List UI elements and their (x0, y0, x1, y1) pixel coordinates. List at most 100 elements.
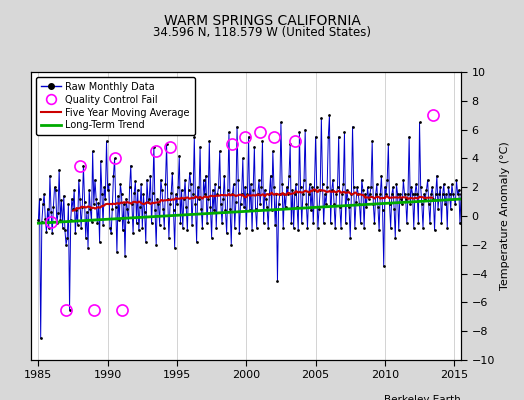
Point (121, 253, 129, 260)
Point (153, 196, 161, 202)
Point (421, 196, 430, 202)
Point (202, 172, 210, 179)
Point (447, 181, 456, 188)
Point (435, 191, 443, 198)
Point (91, 177, 99, 183)
Point (73, 222, 82, 228)
Point (279, 224, 288, 231)
Point (233, 124, 241, 130)
Point (456, 220, 464, 226)
Point (145, 196, 154, 202)
Point (39, 201, 47, 208)
Point (37, 335, 45, 342)
Point (131, 178, 139, 185)
Point (377, 172, 386, 179)
Point (282, 184, 291, 190)
Point (310, 187, 319, 193)
Point (170, 244, 179, 251)
Point (401, 196, 410, 202)
Point (259, 220, 268, 226)
Point (217, 201, 225, 208)
Point (406, 201, 414, 208)
Point (62, 242, 70, 248)
Point (117, 191, 126, 198)
Point (136, 204, 144, 210)
Point (60, 193, 68, 199)
Point (76, 196, 84, 202)
Point (283, 191, 292, 198)
Point (94, 200, 103, 206)
Point (183, 227, 192, 234)
Point (95, 239, 104, 245)
Point (244, 134, 253, 140)
Point (359, 187, 367, 193)
Point (157, 177, 165, 183)
Point (230, 181, 238, 188)
Point (366, 191, 374, 198)
Point (452, 177, 461, 183)
Point (172, 191, 180, 198)
Point (408, 191, 417, 198)
Point (68, 196, 76, 202)
Point (93, 220, 102, 226)
Point (66, 306, 74, 313)
Point (389, 184, 397, 190)
Point (191, 201, 200, 208)
Point (179, 224, 187, 231)
Point (50, 184, 59, 190)
Point (418, 201, 426, 208)
Point (425, 220, 434, 226)
Point (252, 206, 260, 212)
Point (61, 227, 69, 234)
Point (135, 227, 143, 234)
Point (114, 193, 122, 199)
Point (453, 191, 462, 198)
Point (56, 217, 64, 224)
Point (147, 220, 156, 226)
Point (440, 181, 448, 188)
Point (446, 206, 455, 212)
Point (110, 172, 118, 179)
Point (119, 201, 128, 208)
Point (321, 191, 329, 198)
Point (459, 201, 467, 208)
Point (241, 184, 249, 190)
Point (234, 177, 243, 183)
Point (130, 190, 138, 196)
Point (281, 204, 290, 210)
Point (97, 191, 106, 198)
Point (347, 191, 356, 198)
Point (107, 230, 115, 236)
Point (345, 204, 353, 210)
Point (272, 191, 280, 198)
Point (346, 234, 354, 241)
Point (101, 196, 110, 202)
Point (368, 138, 376, 144)
Point (214, 184, 223, 190)
Point (450, 196, 458, 202)
Point (451, 201, 460, 208)
Point (455, 187, 463, 193)
Point (434, 206, 442, 212)
Point (297, 184, 305, 190)
Point (315, 206, 323, 212)
Point (221, 207, 230, 214)
Point (64, 201, 73, 208)
Point (324, 134, 333, 140)
Point (424, 201, 433, 208)
Point (225, 129, 233, 136)
Point (433, 172, 441, 179)
Point (287, 220, 296, 226)
Point (314, 224, 322, 231)
Point (387, 224, 395, 231)
Point (402, 220, 411, 226)
Point (209, 187, 217, 193)
Point (42, 229, 51, 235)
Point (133, 220, 141, 226)
Point (399, 177, 408, 183)
Point (414, 220, 422, 226)
Point (305, 181, 314, 188)
Point (343, 187, 351, 193)
Point (382, 191, 390, 198)
Point (332, 191, 341, 198)
